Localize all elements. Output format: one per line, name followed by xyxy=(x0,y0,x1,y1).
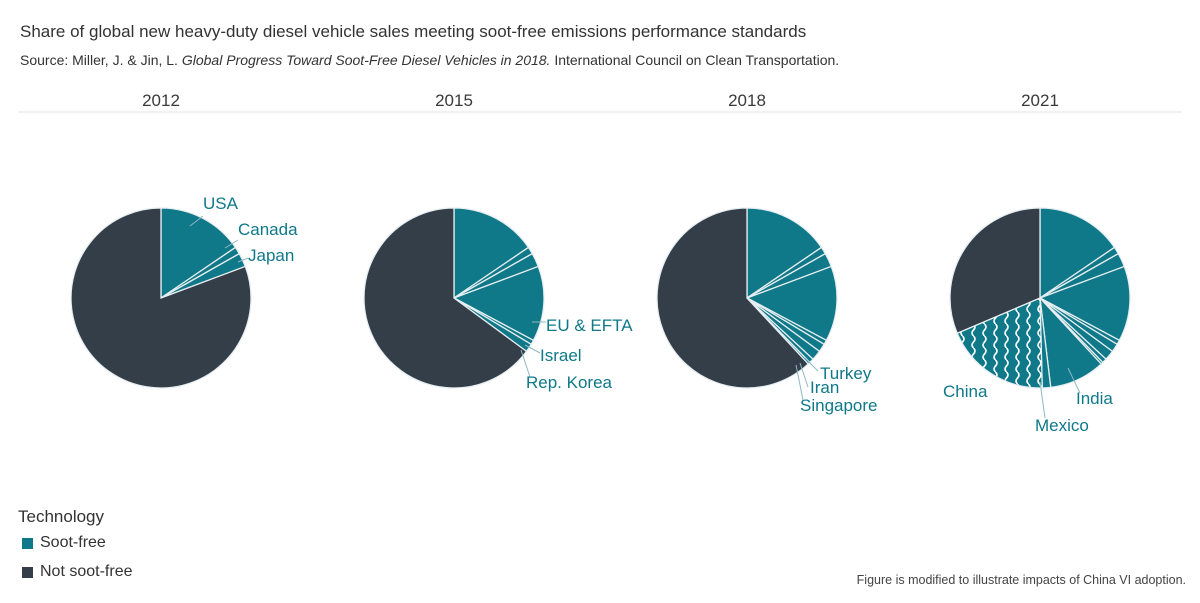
pie-2018-label-turkey: Turkey xyxy=(820,364,872,383)
pie-2012-label-canada: Canada xyxy=(238,220,298,239)
pie-charts: 2012 USA Canada Japan 2015 EU & EFTA Israel Rep… xyxy=(18,91,1182,435)
pie-2015-slice-6 xyxy=(363,207,528,389)
pie-year-2021: 2021 xyxy=(1021,91,1059,110)
pie-year-2012: 2012 xyxy=(142,91,180,110)
pie-2015-slice-0 xyxy=(453,207,530,300)
legend-swatch-soot-free xyxy=(22,537,33,549)
pie-2015-label-israel: Israel xyxy=(540,346,582,365)
pie-2012-leader-japan xyxy=(237,257,249,263)
chart-title: Share of global new heavy-duty diesel ve… xyxy=(20,22,807,41)
pie-2015-label-eu-efta: EU & EFTA xyxy=(546,316,633,335)
pie-2018-label-iran: Iran xyxy=(810,378,839,397)
source-prefix: Source: Miller, J. & Jin, L. xyxy=(20,52,182,68)
pie-2021-leader-mexico xyxy=(1039,381,1046,419)
pie-2021-label-india: India xyxy=(1076,389,1113,408)
pie-2018-label-singapore: Singapore xyxy=(800,396,878,415)
legend-label-soot-free: Soot-free xyxy=(40,534,106,551)
legend-swatch-not-soot-free xyxy=(22,566,33,578)
pie-2015-slice-eu-efta xyxy=(452,265,545,342)
pie-year-2015: 2015 xyxy=(435,91,473,110)
pie-2018-leader-singapore xyxy=(795,364,804,401)
pie-2012-leader-canada xyxy=(224,239,239,249)
footnote: Figure is modified to illustrate impacts… xyxy=(856,573,1186,587)
pie-2012-label-japan: Japan xyxy=(248,246,294,265)
pie-2012-leader-usa xyxy=(189,215,204,227)
pie-2018-leader-iran xyxy=(799,362,809,388)
source-italic-title: Global Progress Toward Soot-Free Diesel … xyxy=(181,52,551,68)
legend-label-not-soot-free: Not soot-free xyxy=(40,563,133,580)
pie-year-2018: 2018 xyxy=(728,91,766,110)
pie-2021-leader-india xyxy=(1067,367,1081,394)
pie-2015-leader-rep-korea xyxy=(520,349,531,378)
pie-2021-slice-12 xyxy=(949,207,1041,335)
pie-2021-slice-china xyxy=(956,297,1043,389)
legend-item-not-soot-free: Not soot-free xyxy=(22,563,132,581)
pie-2015-leader-israel xyxy=(524,344,541,354)
legend-item-soot-free: Soot-free xyxy=(22,534,106,552)
pie-2018-slice-3 xyxy=(745,265,838,342)
chart-source: Source: Miller, J. & Jin, L. Global Prog… xyxy=(20,52,839,68)
pie-2021-slice-3 xyxy=(1038,265,1131,342)
pie-2018-slice-0 xyxy=(746,207,823,300)
source-suffix: International Council on Clean Transport… xyxy=(550,52,840,68)
pie-2021-label-mexico: Mexico xyxy=(1035,416,1089,435)
pie-2021-label-china: China xyxy=(943,382,988,401)
pie-2018-leader-turkey xyxy=(804,357,819,372)
pie-2015-label-rep-korea: Rep. Korea xyxy=(526,373,613,392)
pie-2012-label-usa: USA xyxy=(203,194,239,213)
pie-2021-slice-0 xyxy=(1039,207,1116,300)
pie-2018-slice-9 xyxy=(656,207,810,389)
pie-2012-slice-3 xyxy=(70,207,252,389)
legend-title: Technology xyxy=(18,507,105,526)
